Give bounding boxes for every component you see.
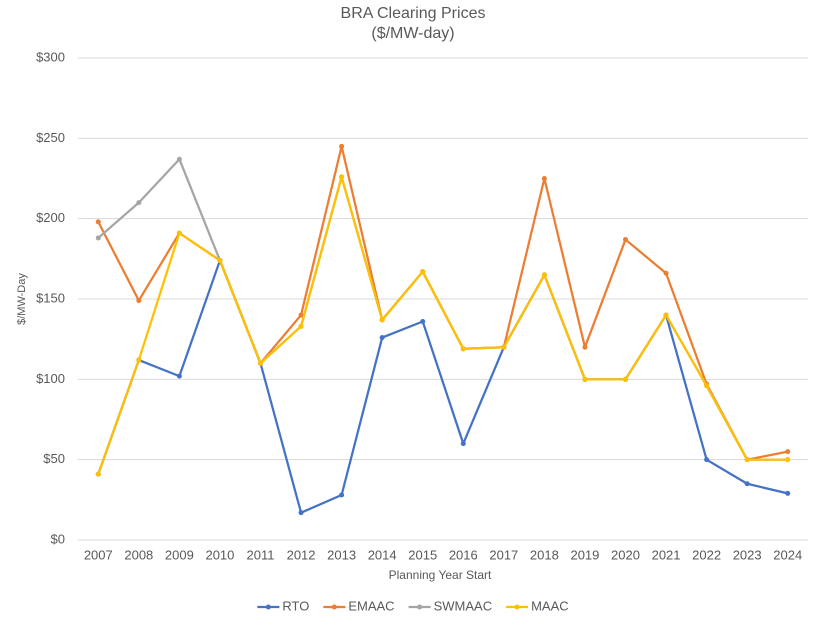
legend-label: SWMAAC (434, 598, 493, 613)
data-point (258, 360, 263, 366)
data-point (339, 174, 345, 180)
data-point (541, 176, 547, 181)
x-tick-label: 2023 (733, 547, 762, 562)
data-point (460, 346, 466, 352)
x-tick-label: 2021 (652, 547, 681, 562)
x-tick-label: 2009 (165, 547, 194, 562)
data-point (420, 269, 426, 275)
x-tick-label: 2022 (692, 547, 721, 562)
legend-label: MAAC (531, 598, 569, 613)
data-point (744, 481, 750, 487)
data-point (298, 323, 304, 329)
data-point (379, 317, 385, 323)
x-tick-label: 2007 (84, 547, 113, 562)
legend-swatch-point (331, 604, 337, 610)
x-tick-label: 2011 (247, 547, 275, 562)
x-tick-label: 2020 (611, 547, 640, 562)
series-line (97, 259, 788, 514)
data-point (744, 457, 750, 463)
x-tick-label: 2013 (327, 547, 356, 562)
data-point (663, 312, 669, 318)
x-tick-label: 2018 (530, 547, 559, 562)
data-point (95, 471, 101, 477)
x-tick-label: 2012 (287, 547, 316, 562)
data-point (136, 200, 142, 206)
data-point (541, 272, 547, 278)
y-tick-label: $200 (36, 210, 65, 225)
data-point (460, 441, 466, 447)
y-tick-label: $0 (51, 531, 65, 546)
legend-label: EMAAC (348, 598, 394, 613)
y-tick-label: $300 (36, 49, 65, 64)
data-point (420, 318, 426, 324)
legend-swatch-point (265, 604, 271, 610)
chart-subtitle: ($/MW-day) (371, 25, 454, 42)
x-tick-label: 2016 (449, 547, 478, 562)
x-tick-label: 2019 (570, 547, 599, 562)
data-point (176, 373, 182, 379)
data-point (176, 230, 182, 236)
data-point (136, 298, 142, 304)
x-tick-label: 2014 (368, 547, 397, 562)
x-tick-label: 2010 (205, 547, 234, 562)
data-point (176, 156, 182, 162)
series-line (97, 175, 788, 475)
x-tick-label: 2017 (489, 547, 518, 562)
y-axis-label: $/MW-Day (16, 273, 28, 325)
data-point (339, 492, 345, 498)
data-point (136, 357, 142, 363)
chart-title: BRA Clearing Prices (341, 5, 486, 22)
y-tick-label: $100 (36, 371, 65, 386)
data-point (501, 344, 507, 350)
legend-swatch-point (417, 604, 423, 610)
legend: RTO EMAAC SWMAAC MAAC (257, 598, 569, 613)
data-point (379, 335, 385, 341)
x-tick-label: 2015 (408, 547, 437, 562)
data-point (704, 457, 710, 463)
y-tick-label: $150 (36, 290, 65, 305)
data-point (582, 344, 588, 350)
series-line (97, 145, 788, 461)
data-point (704, 383, 710, 389)
data-point (785, 449, 791, 455)
data-point (623, 237, 628, 243)
data-point (217, 257, 223, 263)
legend-swatch-point (514, 604, 520, 610)
data-point (298, 510, 304, 516)
data-point (785, 457, 791, 463)
y-tick-label: $50 (43, 451, 65, 466)
data-point (623, 376, 628, 382)
x-tick-label: 2024 (773, 547, 802, 562)
data-point (663, 270, 669, 276)
legend-label: RTO (282, 598, 309, 613)
data-point (785, 490, 791, 496)
data-point (95, 219, 101, 225)
data-point (582, 376, 588, 382)
x-axis-label: Planning Year Start (389, 568, 492, 582)
data-point (339, 143, 345, 149)
data-point (298, 312, 304, 318)
x-tick-label: 2008 (124, 547, 153, 562)
y-tick-label: $250 (36, 130, 65, 145)
data-point (95, 235, 101, 241)
